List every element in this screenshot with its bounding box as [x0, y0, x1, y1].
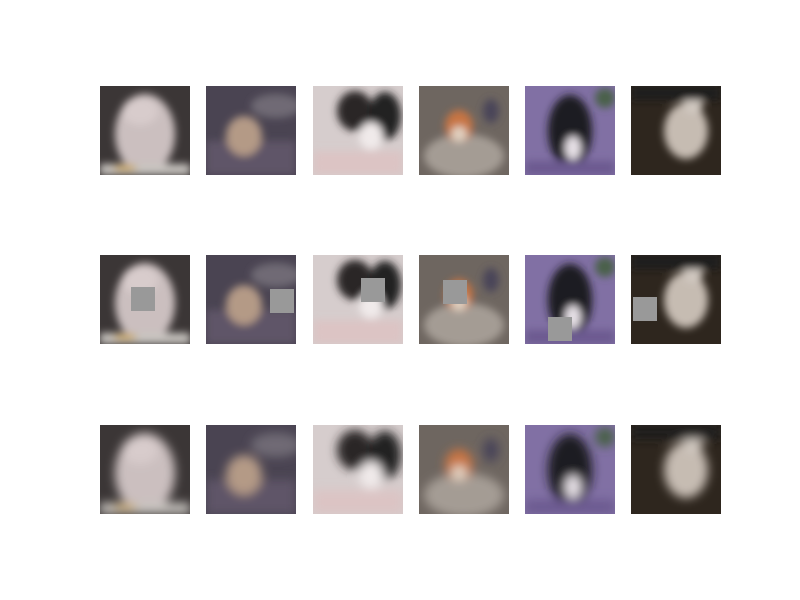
image-region	[631, 255, 721, 269]
image-region	[122, 436, 158, 464]
tile-content	[525, 88, 615, 175]
image-region	[100, 333, 190, 344]
image-region	[226, 455, 262, 495]
image-region	[631, 86, 721, 100]
image-region	[100, 164, 190, 175]
image-region	[251, 433, 296, 457]
tile-content	[206, 94, 296, 175]
mask-patch	[443, 280, 467, 304]
tile-content	[206, 263, 296, 344]
tile-content	[206, 433, 296, 514]
image-tile	[313, 86, 403, 175]
tile-content	[100, 433, 190, 514]
image-region	[313, 151, 403, 175]
image-tile	[100, 86, 190, 175]
image-region	[483, 99, 499, 123]
image-region	[337, 91, 373, 131]
tile-content	[100, 94, 190, 175]
image-region	[113, 165, 137, 171]
image-region	[251, 263, 296, 287]
tile-content	[424, 99, 504, 175]
image-region	[565, 475, 581, 499]
image-tile	[100, 425, 190, 514]
image-tile	[525, 425, 615, 514]
image-region	[251, 94, 296, 118]
image-tile	[631, 86, 721, 175]
image-tile	[419, 86, 509, 175]
image-region	[122, 97, 158, 125]
mask-patch	[131, 287, 155, 311]
image-tile	[631, 255, 721, 344]
image-region	[337, 430, 373, 470]
image-region	[424, 134, 504, 175]
image-region	[113, 504, 137, 510]
image-region	[525, 161, 615, 175]
image-tile	[419, 255, 509, 344]
image-region	[424, 473, 504, 514]
mask-patch	[633, 297, 657, 321]
tile-content	[313, 91, 403, 175]
mask-patch	[548, 317, 572, 341]
image-tile	[206, 86, 296, 175]
image-tile	[206, 425, 296, 514]
image-region	[664, 103, 708, 159]
image-region	[451, 126, 467, 142]
image-region	[595, 88, 615, 108]
image-tile	[100, 255, 190, 344]
image-region	[113, 334, 137, 340]
image-region	[424, 303, 504, 344]
image-region	[359, 122, 383, 150]
tile-content	[313, 430, 403, 514]
image-region	[313, 320, 403, 344]
image-tile	[419, 425, 509, 514]
image-region	[483, 268, 499, 292]
image-region	[548, 434, 592, 506]
image-region	[525, 500, 615, 514]
image-region	[483, 438, 499, 462]
image-tile	[206, 255, 296, 344]
image-region	[565, 136, 581, 160]
image-region	[595, 257, 615, 277]
image-tile	[313, 255, 403, 344]
image-tile	[525, 255, 615, 344]
image-region	[313, 490, 403, 514]
tile-content	[525, 427, 615, 514]
image-tile	[525, 86, 615, 175]
tile-content	[631, 255, 721, 328]
image-region	[359, 461, 383, 489]
mask-patch	[270, 289, 294, 313]
image-region	[451, 465, 467, 481]
tile-content	[424, 438, 504, 514]
image-region	[226, 116, 262, 156]
image-region	[631, 425, 721, 439]
image-region	[595, 427, 615, 447]
tile-content	[313, 260, 403, 344]
image-region	[664, 272, 708, 328]
image-tile	[631, 425, 721, 514]
image-region	[100, 503, 190, 514]
image-region	[226, 285, 262, 325]
image-region	[664, 442, 708, 498]
image-region	[548, 95, 592, 167]
image-tile	[313, 425, 403, 514]
tile-content	[631, 86, 721, 159]
mask-patch	[361, 278, 385, 302]
tile-content	[631, 425, 721, 498]
